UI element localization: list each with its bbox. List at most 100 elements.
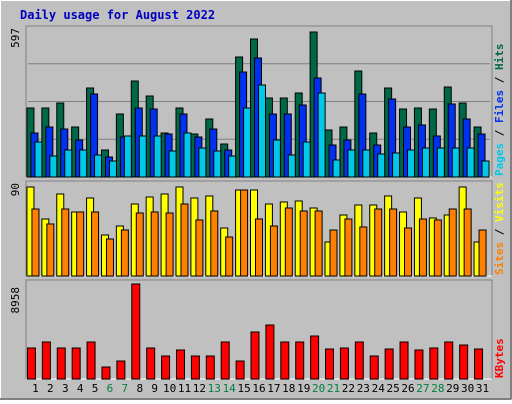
bar-kbytes-day-27 [414,349,424,380]
bar-kbytes-day-21 [325,348,335,380]
bar-kbytes-day-25 [384,348,394,380]
bar-pages-day-7 [123,135,132,178]
bar-pages-day-10 [168,150,177,178]
legend-sep-2: / [493,70,506,90]
bar-pages-day-8 [138,135,147,178]
bar-pages-day-11 [183,132,192,178]
bar-pages-day-1 [34,141,43,178]
bar-sites-day-7 [120,229,129,277]
bar-sites-day-10 [165,212,174,277]
bar-pages-day-14 [228,155,237,178]
legend-kbytes: KBytes [493,338,506,378]
plot-panels [25,25,493,380]
bar-kbytes-day-14 [220,341,230,380]
x-tick-label: 24 [372,382,386,395]
x-tick-label: 31 [476,382,489,395]
x-tick-label: 17 [267,382,280,395]
bar-sites-day-28 [433,219,442,277]
x-tick-label: 1 [32,382,39,395]
bar-pages-day-24 [377,153,386,178]
bottom-max-label: 8958 [9,287,22,314]
bar-pages-day-18 [287,154,296,178]
x-tick-label: 4 [77,382,84,395]
bar-pages-day-22 [347,149,356,178]
bar-kbytes-day-11 [175,349,185,380]
middle-legend: Sites / Visits [493,182,506,275]
bar-kbytes-day-28 [429,347,439,380]
bar-kbytes-day-13 [205,355,215,380]
bar-sites-day-13 [210,210,219,277]
legend-pages: Pages [493,143,506,176]
x-tick-label: 15 [237,382,250,395]
x-tick-label: 23 [357,382,370,395]
x-tick-label: 30 [461,382,474,395]
bar-sites-day-26 [404,227,413,277]
x-tick-label: 26 [401,382,414,395]
bar-pages-day-19 [302,141,311,178]
bar-pages-day-9 [153,135,162,178]
bar-pages-day-16 [258,84,266,178]
x-tick-label: 9 [151,382,158,395]
bar-sites-day-3 [61,208,70,277]
bar-sites-day-23 [359,226,368,277]
bar-sites-day-19 [299,210,308,277]
bar-pages-day-26 [407,149,416,178]
bar-pages-day-27 [421,147,430,178]
bar-sites-day-2 [46,223,55,277]
bar-sites-day-25 [389,208,398,277]
x-tick-label: 28 [431,382,444,395]
chart-title: Daily usage for August 2022 [20,8,215,22]
bar-pages-day-3 [64,149,73,178]
bar-sites-day-16 [255,218,263,277]
bar-kbytes-day-6 [101,366,111,380]
bar-kbytes-day-5 [86,341,96,380]
bar-pages-day-15 [243,107,252,178]
bar-sites-day-5 [91,211,100,277]
x-tick-label: 10 [163,382,176,395]
legend-files: Files [493,90,506,123]
bar-pages-day-25 [392,152,401,178]
bar-sites-day-15 [240,189,249,277]
bar-kbytes-day-1 [26,347,36,380]
bar-kbytes-day-19 [295,341,305,380]
bar-kbytes-day-2 [41,341,51,380]
x-tick-label: 2 [47,382,54,395]
bar-sites-day-1 [31,208,40,277]
x-tick-label: 25 [387,382,400,395]
x-tick-label: 11 [178,382,191,395]
bar-kbytes-day-31 [474,348,484,380]
bar-sites-day-4 [76,211,85,277]
legend-sep-1: / [493,123,506,143]
x-tick-label: 20 [312,382,325,395]
bar-sites-day-24 [374,208,383,277]
bar-kbytes-day-22 [339,347,349,380]
x-tick-label: 8 [136,382,143,395]
x-tick-label: 29 [446,382,459,395]
bar-kbytes-day-24 [369,355,379,380]
middle-max-label: 90 [9,183,22,196]
bar-pages-day-20 [317,92,326,178]
legend-visits: Visits [493,182,506,222]
x-tick-label: 5 [92,382,99,395]
bar-sites-day-18 [284,207,293,277]
bar-pages-day-5 [94,154,103,178]
x-tick-label: 12 [193,382,206,395]
x-tick-label: 22 [342,382,355,395]
bar-pages-day-6 [108,160,117,178]
bar-sites-day-14 [225,236,234,277]
bar-pages-day-12 [198,147,207,178]
bar-kbytes-day-23 [354,341,364,380]
bar-sites-day-9 [150,211,159,277]
bar-sites-day-31 [478,229,487,277]
bar-kbytes-day-26 [399,341,409,380]
legend-sep-3: / [493,222,506,242]
bar-kbytes-day-7 [116,360,126,380]
legend-hits: Hits [493,44,506,71]
bar-pages-day-21 [332,159,341,178]
x-tick-label: 13 [208,382,221,395]
bar-kbytes-day-20 [310,335,320,380]
bar-pages-day-28 [436,147,445,178]
bar-pages-day-29 [451,147,460,178]
